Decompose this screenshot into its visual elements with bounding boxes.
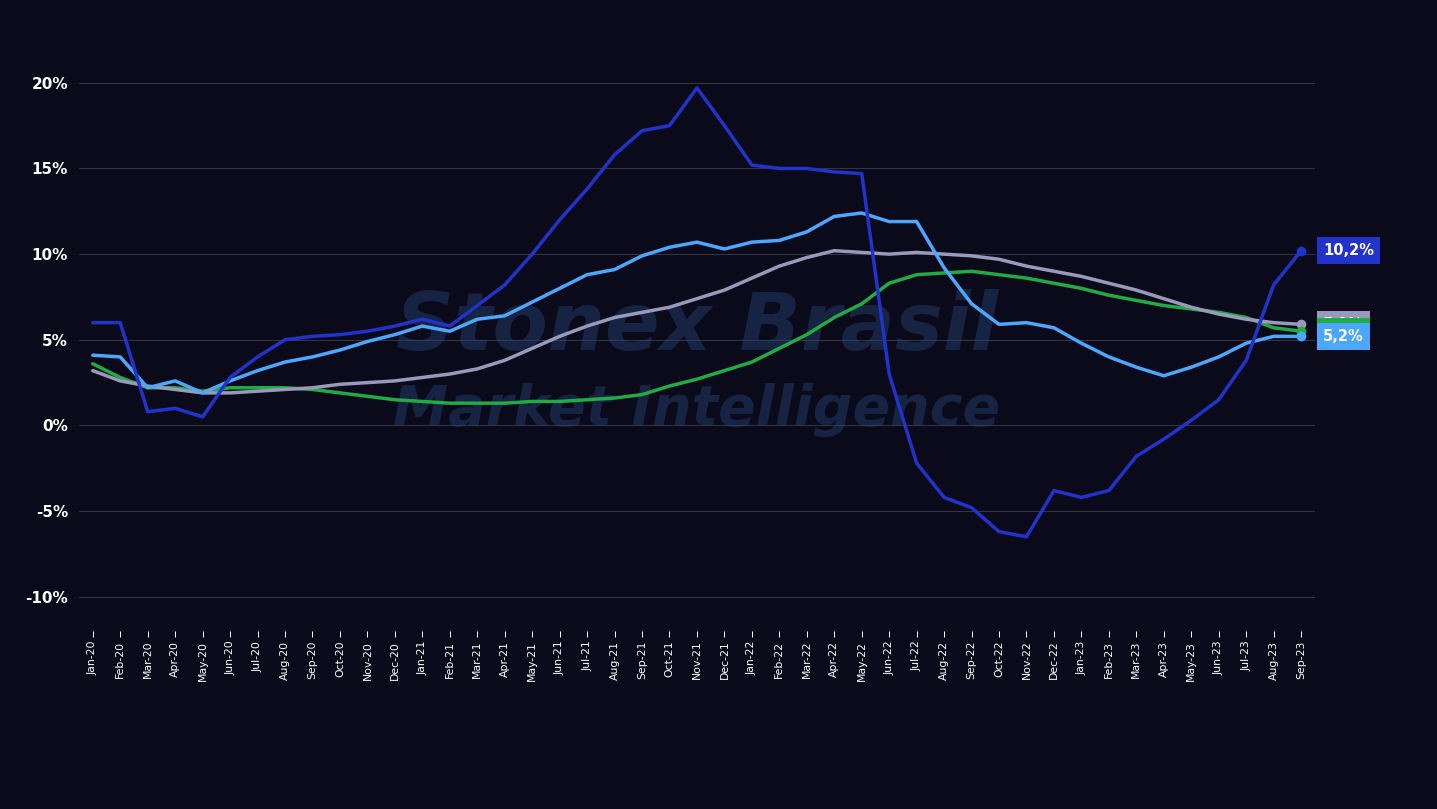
Text: 10,2%: 10,2% bbox=[1323, 244, 1374, 258]
Text: Stonex Brasil: Stonex Brasil bbox=[395, 289, 999, 367]
Text: 5,5%: 5,5% bbox=[1323, 324, 1364, 339]
Text: 5,2%: 5,2% bbox=[1323, 328, 1364, 344]
Text: 5,9%: 5,9% bbox=[1323, 317, 1364, 332]
Text: Market Intelligence: Market Intelligence bbox=[394, 383, 1000, 437]
